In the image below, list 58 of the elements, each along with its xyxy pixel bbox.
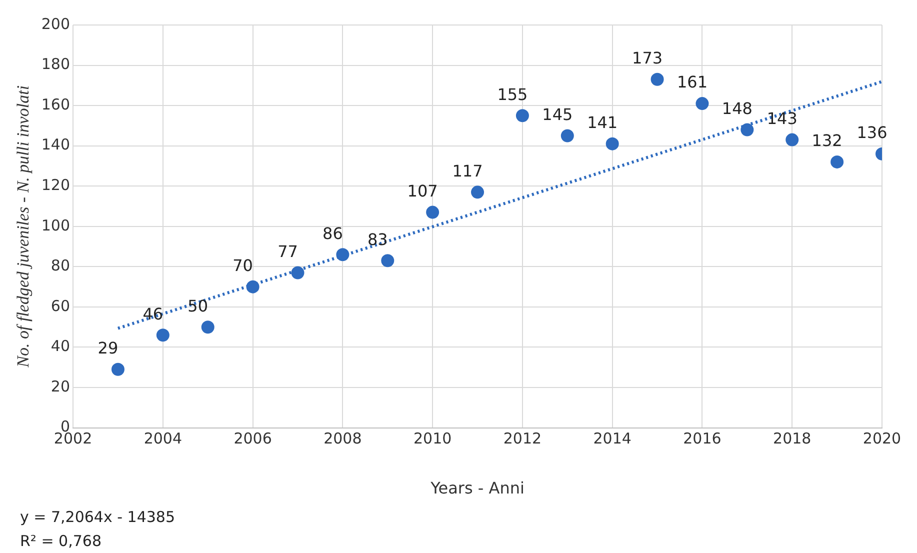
- data-label: 155: [497, 84, 528, 104]
- point: [291, 266, 304, 280]
- x-tick-label: 2020: [862, 430, 902, 448]
- y-axis-title: No. of fledged juveniles - N. pulli involati: [14, 85, 33, 368]
- point: [336, 248, 350, 262]
- data-label: 132: [812, 131, 842, 150]
- data-label: 46: [142, 304, 164, 324]
- y-tick-label: 60: [50, 296, 70, 315]
- point: [606, 137, 619, 150]
- data-label: 173: [632, 48, 663, 68]
- data-label: 143: [766, 108, 798, 128]
- data-label: 161: [676, 72, 708, 92]
- x-tick-label: 2010: [413, 430, 452, 448]
- x-axis-title: Years - Anni: [430, 478, 524, 498]
- data-label: 136: [856, 123, 888, 142]
- point: [201, 320, 214, 334]
- y-tick-label: 100: [41, 216, 70, 234]
- point: [381, 254, 394, 268]
- x-tick-label: 2012: [503, 430, 542, 448]
- data-label: 107: [407, 181, 438, 200]
- text: y = 7,2064x - 14385: [20, 508, 176, 526]
- point: [830, 155, 844, 168]
- x-tick-label: 2008: [324, 430, 362, 448]
- point: [740, 123, 754, 136]
- point: [246, 280, 260, 294]
- x-tick-label: 2016: [683, 430, 722, 448]
- y-tick-label: 140: [41, 136, 70, 154]
- y-tick-label: 20: [50, 377, 70, 396]
- y-tick-label: 180: [41, 55, 70, 74]
- point: [471, 186, 484, 199]
- point: [156, 328, 170, 342]
- x-tick-label: 2018: [773, 430, 812, 448]
- y-tick-label: 200: [41, 14, 70, 33]
- data-label: 83: [367, 230, 388, 249]
- point: [786, 133, 799, 146]
- data-label: 86: [322, 224, 343, 243]
- point: [650, 72, 664, 86]
- point: [560, 129, 574, 142]
- y-tick-label: 80: [50, 256, 70, 275]
- data-label: 50: [188, 296, 208, 316]
- y-tick-label: 40: [50, 337, 70, 356]
- data-label: 70: [232, 256, 253, 275]
- point: [516, 109, 529, 122]
- data-label: 141: [587, 112, 618, 132]
- data-label: 29: [98, 338, 118, 358]
- point: [111, 362, 124, 376]
- data-label: 117: [452, 161, 483, 180]
- x-tick-label: 2004: [144, 430, 182, 448]
- point: [426, 206, 440, 219]
- text: R² = 0,768: [20, 532, 102, 550]
- point: [696, 97, 709, 110]
- y-tick-label: 160: [41, 95, 70, 114]
- y-tick-label: 120: [41, 176, 70, 194]
- data-label: 77: [278, 242, 298, 261]
- data-label: 148: [722, 98, 752, 118]
- data-label: 145: [542, 104, 573, 124]
- x-tick-label: 2014: [593, 430, 632, 448]
- x-tick-label: 2006: [234, 430, 272, 448]
